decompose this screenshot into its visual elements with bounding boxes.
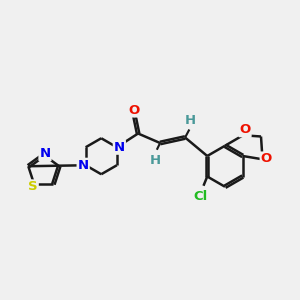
Text: N: N: [39, 147, 51, 160]
Text: H: H: [185, 113, 196, 127]
Text: N: N: [78, 159, 89, 172]
Text: O: O: [239, 123, 250, 136]
Text: S: S: [28, 180, 38, 194]
Text: Cl: Cl: [194, 190, 208, 203]
Text: N: N: [114, 141, 125, 154]
Text: H: H: [150, 154, 161, 167]
Text: O: O: [261, 152, 272, 166]
Text: O: O: [129, 103, 140, 116]
